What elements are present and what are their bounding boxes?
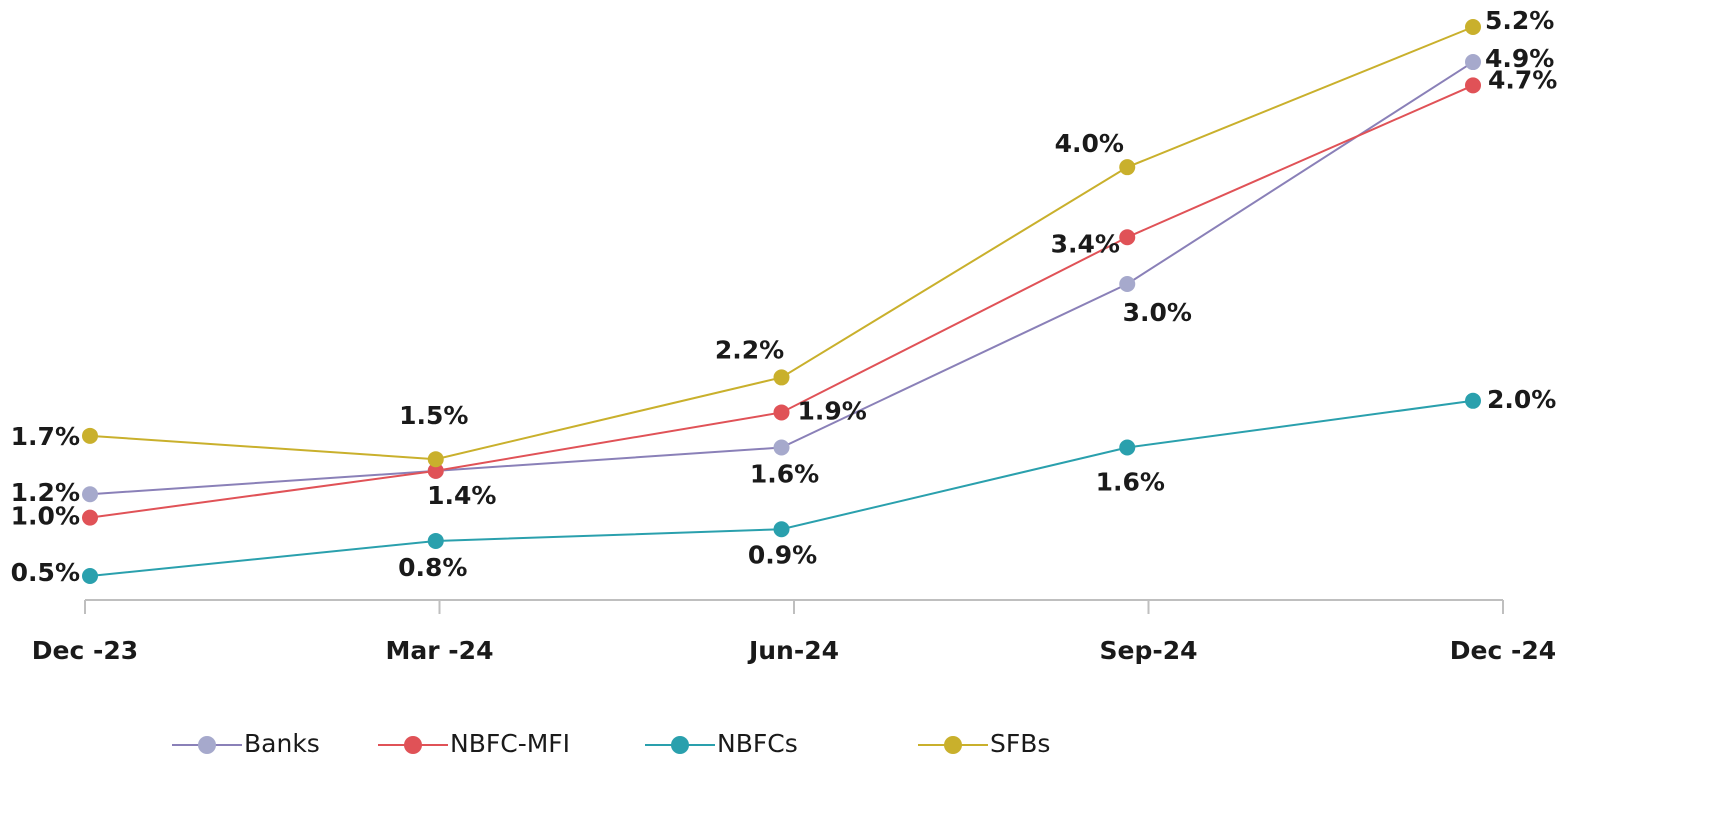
data-label: 5.2% <box>1485 6 1554 35</box>
data-label: 4.7% <box>1488 65 1557 94</box>
x-tick-label: Jun-24 <box>747 636 839 665</box>
legend-marker <box>198 736 216 754</box>
data-label: 3.0% <box>1123 298 1192 327</box>
data-label: 1.6% <box>750 460 819 489</box>
data-point <box>1119 439 1136 456</box>
data-point <box>1465 77 1481 94</box>
legend-marker <box>944 736 962 754</box>
x-tick-label: Mar -24 <box>386 636 494 665</box>
x-tick-label: Dec -23 <box>32 636 138 665</box>
data-label: 1.6% <box>1096 468 1165 497</box>
data-point <box>1119 229 1136 246</box>
data-label: 4.9% <box>1485 44 1554 73</box>
data-point <box>1465 19 1481 35</box>
data-point <box>82 568 98 584</box>
data-label: 0.9% <box>748 540 817 569</box>
x-tick-label: Sep-24 <box>1099 636 1197 665</box>
data-point <box>427 462 444 479</box>
data-point <box>1465 392 1481 409</box>
data-label: 1.7% <box>11 422 80 451</box>
data-point <box>773 521 790 538</box>
data-label: 2.0% <box>1487 385 1556 414</box>
data-label: 4.0% <box>1055 129 1124 158</box>
legend-marker <box>671 736 689 754</box>
legend-marker <box>404 736 422 754</box>
data-point <box>773 404 790 421</box>
data-point <box>82 427 98 444</box>
data-point <box>773 369 790 386</box>
data-label: 0.5% <box>11 558 80 587</box>
data-point <box>82 486 98 503</box>
series-line <box>89 26 1474 461</box>
legend-label: NBFC-MFI <box>450 729 570 758</box>
legend-label: Banks <box>244 729 320 758</box>
data-label: 1.4% <box>427 481 496 510</box>
data-label: 1.2% <box>11 478 80 507</box>
data-point <box>427 451 444 468</box>
data-point <box>427 532 444 549</box>
x-tick-label: Dec -24 <box>1450 636 1556 665</box>
data-label: 1.0% <box>11 502 80 531</box>
legend-label: SFBs <box>990 729 1050 758</box>
data-point <box>1465 54 1481 71</box>
data-label: 2.2% <box>715 335 784 364</box>
legend-label: NBFCs <box>717 729 798 758</box>
data-point <box>1119 159 1136 176</box>
data-label: 0.8% <box>398 553 467 582</box>
data-label: 1.5% <box>399 401 468 430</box>
data-point <box>82 509 98 526</box>
data-point <box>773 439 790 456</box>
data-point <box>1119 275 1136 292</box>
data-label: 1.9% <box>798 396 867 425</box>
data-label: 3.4% <box>1051 229 1120 258</box>
